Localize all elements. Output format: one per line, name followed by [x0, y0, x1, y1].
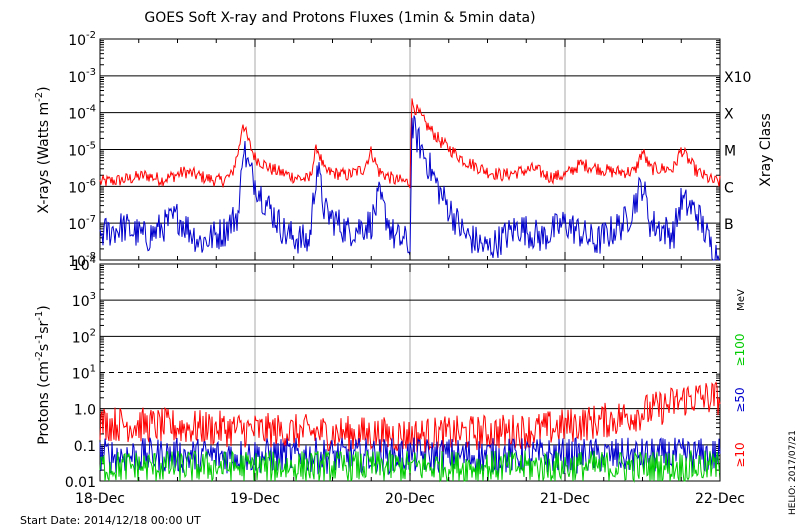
y-tick-label: 0.01	[65, 475, 96, 491]
energy-label: ≥50	[733, 387, 747, 412]
proton-panel: 104 103 102 101 1.0 0.1 0.01 MeV ≥100 ≥50 ≥10 Pro…	[34, 255, 747, 491]
xray-class-label: X	[724, 107, 734, 123]
x-axis-ticks: 18-Dec 19-Dec 20-Dec 21-Dec 22-Dec	[75, 39, 745, 507]
xray-class-label: X10	[724, 70, 751, 86]
y-tick-label: 10-4	[68, 104, 96, 123]
x-tick-label: 22-Dec	[695, 491, 745, 507]
y-tick-label: 0.1	[74, 439, 96, 455]
proton-y-ticks: 104 103 102 101 1.0 0.1 0.01	[65, 255, 96, 491]
credit-label: HELIO: 2017/07/21	[788, 430, 798, 515]
x-tick-label: 19-Dec	[230, 491, 280, 507]
x-tick-label: 20-Dec	[385, 491, 435, 507]
proton-energy-labels: MeV ≥100 ≥50 ≥10	[733, 289, 747, 468]
x-tick-label: 21-Dec	[540, 491, 590, 507]
x-tick-label: 18-Dec	[75, 491, 125, 507]
xray-y-axis-label: X-rays (Watts m-2)	[34, 86, 52, 213]
series-line-1	[99, 436, 721, 476]
y-tick-label: 10-2	[68, 30, 96, 49]
y-tick-label: 103	[72, 291, 96, 310]
xray-class-axis-label: Xray Class	[758, 113, 774, 187]
y-tick-label: 102	[72, 327, 96, 346]
y-tick-label: 10-7	[68, 214, 96, 233]
y-tick-label: 10-3	[68, 67, 96, 86]
xray-class-labels: B C M X X10	[724, 70, 751, 233]
chart-title: GOES Soft X-ray and Protons Fluxes (1min…	[144, 10, 535, 26]
series-line-0	[99, 98, 721, 189]
y-tick-label: 10-8	[68, 251, 96, 270]
series-line-0	[99, 381, 721, 453]
energy-label: ≥10	[733, 442, 747, 467]
energy-label: MeV	[736, 289, 747, 311]
start-date-label: Start Date: 2014/12/18 00:00 UT	[20, 514, 201, 527]
y-tick-label: 1.0	[74, 403, 96, 419]
y-tick-label: 10-5	[68, 141, 96, 160]
proton-y-axis-label: Protons (cm-2s-1sr-1)	[34, 305, 52, 444]
xray-y-ticks: 10-8 10-7 10-6 10-5 10-4 10-3 10-2	[68, 30, 96, 270]
y-tick-label: 104	[72, 255, 96, 274]
xray-panel: 10-8 10-7 10-6 10-5 10-4 10-3 10-2 B C M X X10 X-r…	[34, 30, 774, 270]
y-tick-label: 10-6	[68, 177, 96, 196]
y-tick-label: 101	[72, 364, 96, 383]
xray-class-label: M	[724, 144, 736, 160]
energy-label: ≥100	[733, 334, 747, 367]
xray-class-label: C	[724, 180, 734, 196]
xray-class-label: B	[724, 217, 734, 233]
